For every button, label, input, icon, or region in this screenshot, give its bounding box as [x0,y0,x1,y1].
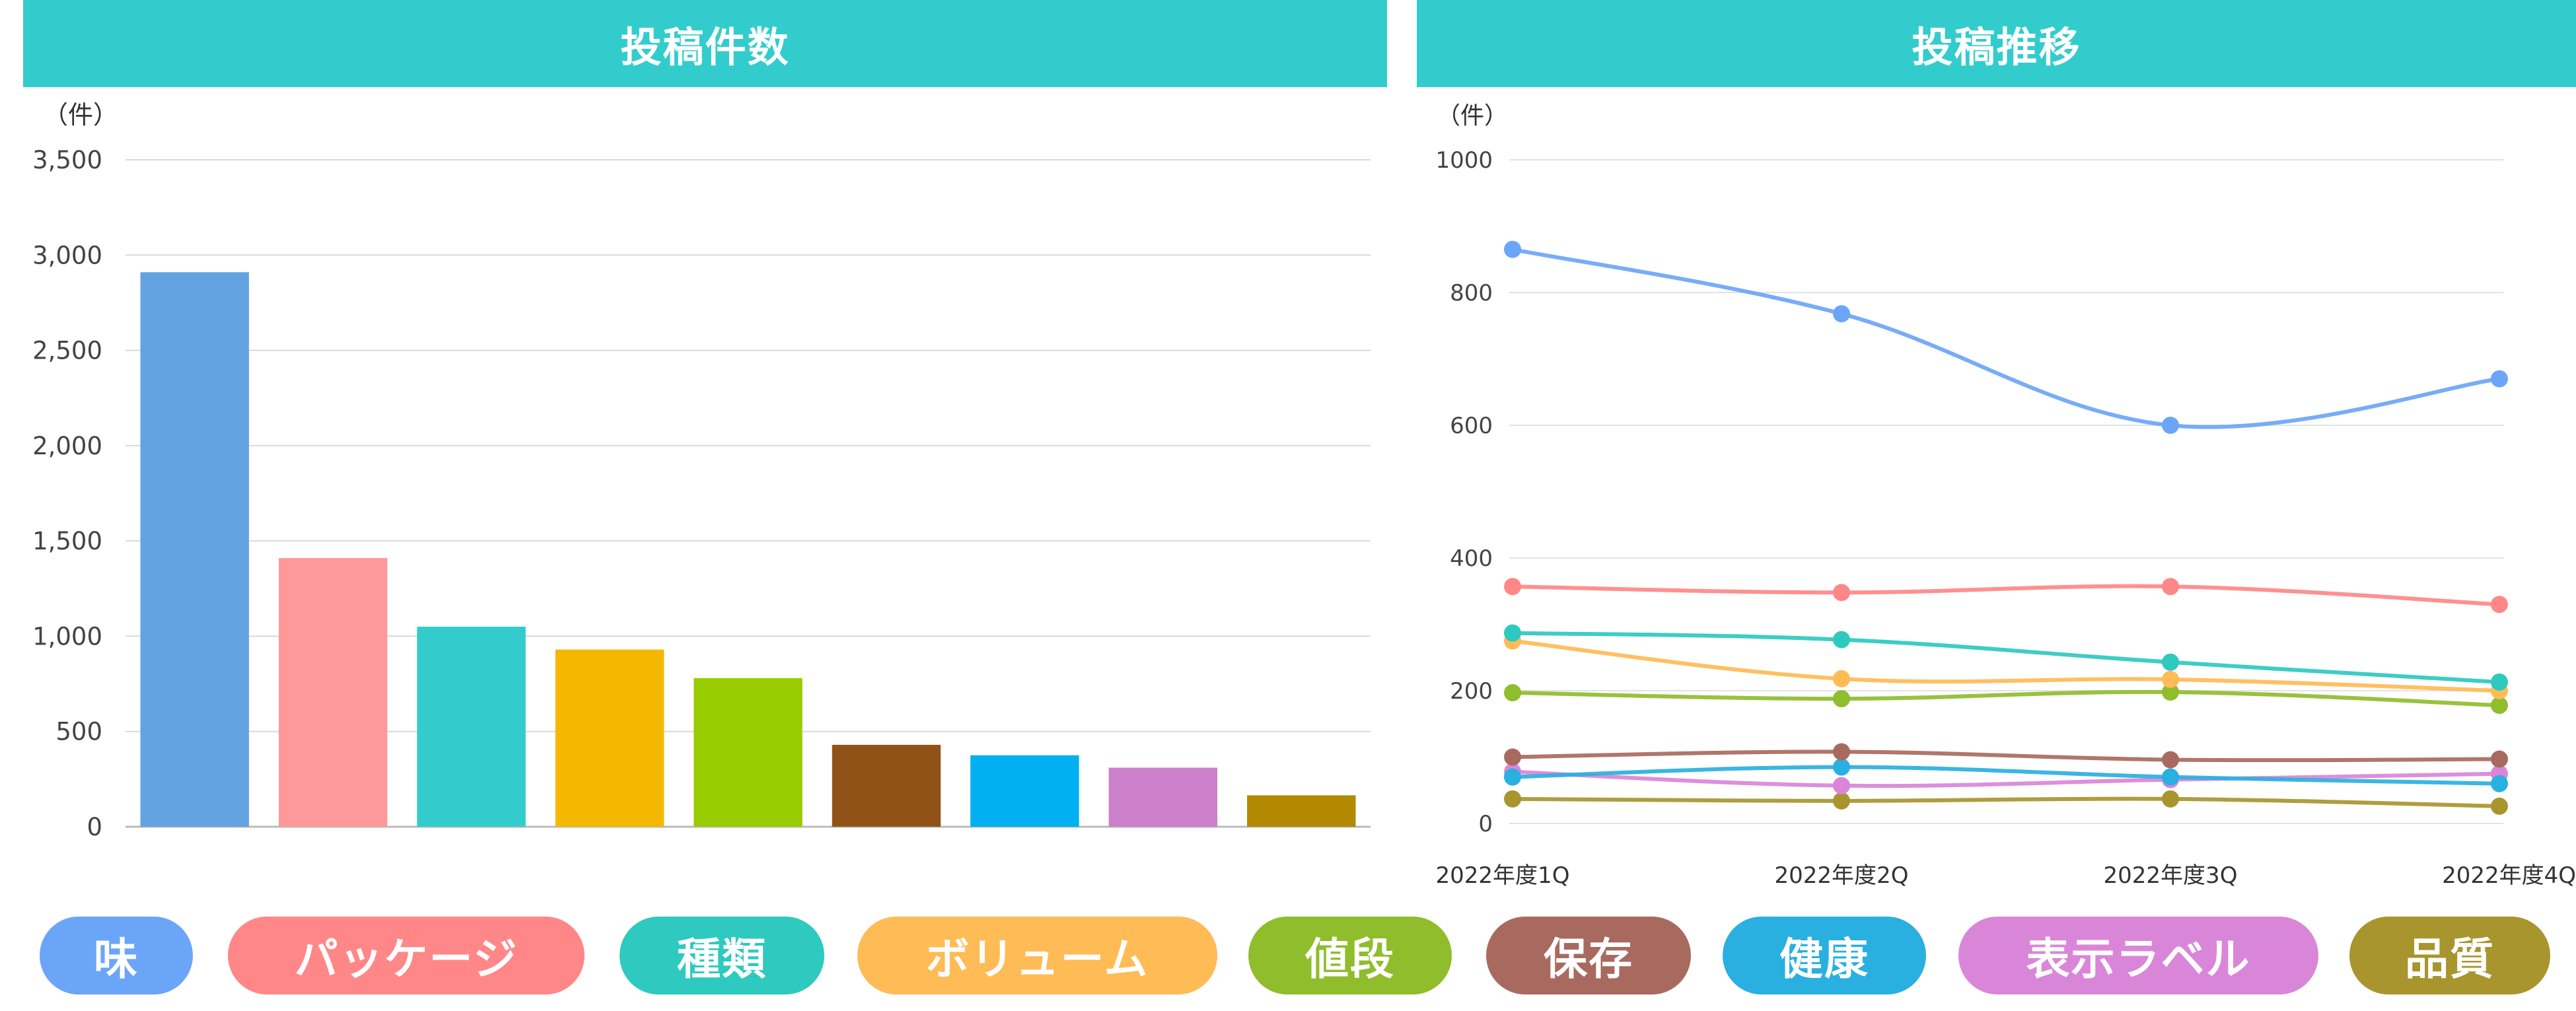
line-y-tick-label: 400 [1450,545,1493,572]
line-x-tick-label: 2022年度4Q [2442,862,2576,889]
bar-2 [278,558,388,827]
line-y-tick-label: 800 [1450,280,1493,306]
legend-item-4: ボリューム [857,917,1217,994]
series-2-point-3 [2162,578,2179,596]
series-5-point-2 [1833,690,1850,708]
bar-y-tick-label: 2,500 [32,337,102,365]
series-3-point-3 [2162,653,2179,671]
series-7-point-1 [1504,768,1521,786]
bar-y-tick-label: 2,000 [32,432,102,460]
series-6-point-2 [1833,743,1850,761]
line-x-tick-label: 2022年度2Q [1775,862,1909,889]
bar-chart-title: 投稿件数 [23,0,1387,87]
series-line-1 [1511,247,2501,429]
legend-item-3: 種類 [620,917,824,994]
bar-4 [555,649,664,827]
bar-y-tick-label: 3,500 [32,146,102,174]
series-3-point-4 [2491,673,2508,691]
series-5-point-4 [2491,697,2508,715]
bar-unit-label: （件） [43,100,118,129]
series-9-point-3 [2162,790,2179,808]
legend-item-6: 保存 [1486,917,1691,994]
series-line-2 [1511,584,2501,607]
series-line-9 [1511,796,2501,808]
bar-y-tick-label: 1,500 [32,527,102,555]
bar-6 [832,744,941,827]
legend-item-2: パッケージ [228,917,585,994]
series-2-point-2 [1833,584,1850,602]
series-1-point-4 [2491,370,2508,388]
series-4-point-3 [2162,670,2179,688]
bar-1 [140,272,249,827]
series-3-point-2 [1833,631,1850,648]
series-6-point-3 [2162,751,2179,769]
line-y-tick-label: 1000 [1435,147,1493,174]
series-line-4 [1511,639,2501,693]
series-line-6 [1511,750,2501,763]
line-y-tick-label: 0 [1478,811,1493,837]
bar-y-tick-label: 500 [55,718,102,746]
series-1-point-3 [2162,417,2179,434]
series-5-point-3 [2162,683,2179,701]
line-x-tick-label: 2022年度3Q [2104,862,2238,889]
bar-5 [694,678,803,827]
series-6-point-4 [2491,750,2508,768]
series-5-point-1 [1504,684,1521,702]
legend-item-5: 値段 [1248,917,1452,994]
series-9-point-1 [1504,790,1521,808]
legend: 味パッケージ 種類 ボリューム 値段 保存 健康 表示ラベル 品質 [0,911,2576,1004]
line-unit-label: （件） [1437,102,1508,129]
legend-item-8: 表示ラベル [1958,917,2318,994]
bar-9 [1247,795,1356,827]
legend-item-1: 味 [40,917,193,994]
series-line-8 [1511,769,2501,788]
series-9-point-2 [1833,792,1850,810]
bar-3 [417,627,526,827]
legend-item-7: 健康 [1723,917,1926,994]
series-1-point-2 [1833,305,1850,323]
series-7-point-3 [2162,768,2179,786]
bar-y-tick-label: 0 [87,813,102,841]
bar-chart: （件） 0 500 1,000 1,500 2,000 2,500 3,000 3,500 [32,100,1371,841]
bar-y-tick-label: 1,000 [32,622,102,650]
bar-7 [970,755,1079,827]
line-chart: （件） 0 200 400 600 800 1000 2022年度1Q 2022年度2Q 2022… [1435,102,2576,889]
bar-8 [1108,767,1218,827]
series-9-point-4 [2491,797,2508,815]
series-4-point-2 [1833,670,1850,687]
series-line-7 [1511,765,2501,786]
series-1-point-1 [1504,240,1521,258]
legend-item-9: 品質 [2349,917,2550,994]
series-2-point-4 [2491,596,2508,613]
line-x-tick-label: 2022年度1Q [1436,862,1570,889]
line-y-tick-label: 200 [1450,678,1493,705]
series-3-point-1 [1504,624,1521,642]
series-7-point-4 [2491,775,2508,792]
line-chart-title: 投稿推移 [1417,0,2576,87]
bar-y-tick-label: 3,000 [32,241,102,269]
series-line-5 [1511,689,2501,708]
series-2-point-1 [1504,578,1521,596]
series-7-point-2 [1833,758,1850,776]
series-8-point-2 [1833,777,1850,794]
series-line-3 [1511,631,2501,684]
line-y-tick-label: 600 [1450,413,1493,439]
series-6-point-1 [1504,748,1521,766]
